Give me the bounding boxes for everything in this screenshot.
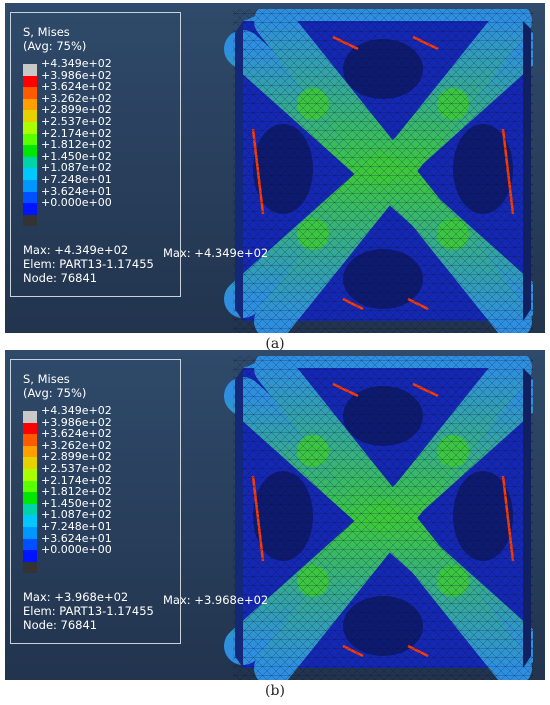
color-ramp	[23, 64, 37, 227]
legend-tick: +1.812e+02	[41, 485, 112, 499]
legend-tick: +3.624e+02	[41, 80, 112, 94]
legend-tick: +1.450e+02	[41, 496, 112, 510]
legend-swatch	[23, 98, 37, 111]
mesh-overlay	[233, 9, 533, 333]
legend-tick: +2.174e+02	[41, 473, 112, 487]
cube-side-face	[523, 21, 531, 321]
color-ramp	[23, 411, 37, 574]
legend-swatch	[23, 191, 37, 204]
legend-swatch	[23, 422, 37, 435]
legend-swatch	[23, 110, 37, 122]
legend-swatch	[23, 203, 37, 215]
legend-tick: +2.537e+02	[41, 461, 112, 475]
legend-box: S, Mises (Avg: 75%) +4.349e+02 +3.986e+0…	[10, 12, 181, 297]
legend-swatch	[23, 538, 37, 551]
legend-average-label: (Avg: 75%)	[23, 386, 87, 400]
legend-tick: +3.262e+02	[41, 91, 112, 105]
viewport-panel-a: S, Mises (Avg: 75%) +4.349e+02 +3.986e+0…	[5, 3, 545, 333]
legend-tick: +3.624e+01	[41, 531, 112, 545]
legend-tick: +3.262e+02	[41, 438, 112, 452]
legend-swatch	[23, 480, 37, 493]
legend-swatch	[23, 179, 37, 192]
legend-swatch	[23, 75, 37, 88]
legend-ticks: +4.349e+02 +3.986e+02 +3.624e+02 +3.262e…	[41, 405, 112, 556]
cube-side-face	[235, 21, 243, 321]
cube-side-face	[235, 368, 243, 668]
legend-tick: +1.450e+02	[41, 149, 112, 163]
legend-tick: +2.174e+02	[41, 126, 112, 140]
legend-tick: +2.899e+02	[41, 450, 112, 464]
viewport-panel-b: S, Mises (Avg: 75%) +4.349e+02 +3.986e+0…	[5, 350, 545, 680]
legend-swatch	[23, 434, 37, 446]
legend-tick: +1.087e+02	[41, 161, 112, 175]
legend-swatch	[23, 503, 37, 516]
legend-swatch	[23, 445, 37, 458]
legend-swatch	[23, 145, 37, 157]
elem-line: Elem: PART13-1.17455	[23, 604, 154, 618]
legend-swatch	[23, 133, 37, 146]
legend-tick: +7.248e+01	[41, 519, 112, 533]
legend-tick: +1.087e+02	[41, 508, 112, 522]
legend-swatch	[23, 64, 37, 76]
legend-ticks: +4.349e+02 +3.986e+02 +3.624e+02 +3.262e…	[41, 58, 112, 209]
legend-swatch	[23, 156, 37, 169]
legend-tick: +7.248e+01	[41, 172, 112, 186]
caption-b: (b)	[265, 683, 285, 699]
legend-swatch	[23, 550, 37, 562]
lattice-model-a	[224, 9, 533, 333]
legend-average-label: (Avg: 75%)	[23, 39, 87, 53]
legend-title: S, Mises	[23, 372, 70, 386]
legend-tick: +3.986e+02	[41, 68, 112, 82]
legend-tick: +2.537e+02	[41, 114, 112, 128]
max-marker-label: Max: +3.968e+02	[163, 593, 269, 607]
legend-swatch	[23, 468, 37, 481]
legend-swatch	[23, 87, 37, 99]
legend-swatch	[23, 561, 37, 574]
max-value-line: Max: +3.968e+02	[23, 590, 129, 604]
legend-swatch	[23, 515, 37, 527]
legend-tick: +0.000e+00	[41, 196, 112, 210]
legend-swatch	[23, 121, 37, 134]
mesh-overlay	[233, 356, 533, 680]
legend-tick: +1.812e+02	[41, 138, 112, 152]
node-line: Node: 76841	[23, 618, 98, 632]
elem-line: Elem: PART13-1.17455	[23, 257, 154, 271]
legend-tick: +0.000e+00	[41, 543, 112, 557]
legend-swatch	[23, 411, 37, 423]
legend-tick: +3.624e+02	[41, 427, 112, 441]
caption-a: (a)	[265, 336, 285, 352]
legend-swatch	[23, 214, 37, 227]
max-info: Max: +3.968e+02 Elem: PART13-1.17455 Nod…	[23, 590, 154, 632]
legend-tick: +3.986e+02	[41, 415, 112, 429]
legend-box: S, Mises (Avg: 75%) +4.349e+02 +3.986e+0…	[10, 359, 181, 644]
max-info: Max: +4.349e+02 Elem: PART13-1.17455 Nod…	[23, 243, 154, 285]
legend-tick: +3.624e+01	[41, 184, 112, 198]
legend-tick: +4.349e+02	[41, 404, 112, 417]
cube-side-face	[523, 368, 531, 668]
legend-swatch	[23, 457, 37, 469]
legend-tick: +2.899e+02	[41, 103, 112, 117]
legend-swatch	[23, 168, 37, 180]
legend-tick: +4.349e+02	[41, 57, 112, 70]
legend-title: S, Mises	[23, 25, 70, 39]
lattice-model-b	[224, 356, 533, 680]
max-value-line: Max: +4.349e+02	[23, 243, 129, 257]
legend-swatch	[23, 526, 37, 539]
legend-swatch	[23, 492, 37, 504]
max-marker-label: Max: +4.349e+02	[163, 246, 269, 260]
node-line: Node: 76841	[23, 271, 98, 285]
